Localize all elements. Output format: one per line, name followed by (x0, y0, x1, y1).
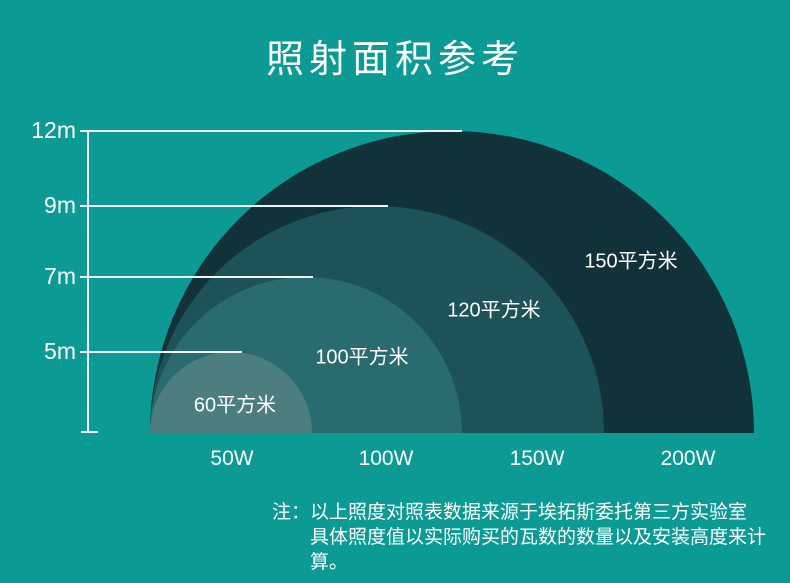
footnote-prefix: 注： (272, 502, 311, 523)
footnote-text1: 以上照度对照表数据来源于埃拓斯委托第三方实验室 (310, 502, 748, 523)
y-tick-9m: 9m (44, 192, 76, 218)
x-tick-150w: 150W (509, 447, 565, 470)
y-tick-7m: 7m (44, 263, 76, 289)
footnote-line2: 具体照度值以实际购买的瓦数的数量以及安装高度来计算。 (310, 527, 767, 573)
gridline-9m (80, 205, 388, 207)
gridline-12m (80, 130, 462, 132)
area-label-60sqm: 60平方米 (193, 394, 277, 417)
gridline-5m (80, 351, 242, 353)
area-label-100sqm: 100平方米 (315, 346, 409, 369)
chart-title: 照射面积参考 (265, 39, 524, 81)
area-label-120sqm: 120平方米 (447, 299, 541, 322)
y-axis-bottom-tick (81, 431, 98, 433)
y-tick-5m: 5m (44, 338, 76, 364)
area-label-150sqm: 150平方米 (584, 250, 678, 273)
footnote-line1: 注：以上照度对照表数据来源于埃拓斯委托第三方实验室 (272, 500, 790, 525)
x-tick-200w: 200W (660, 447, 716, 470)
footnote: 注：以上照度对照表数据来源于埃拓斯委托第三方实验室 具体照度值以实际购买的瓦数的… (272, 500, 790, 575)
y-tick-12m: 12m (31, 117, 76, 143)
x-tick-100w: 100W (358, 447, 414, 470)
y-axis-line (87, 130, 89, 433)
gridline-7m (80, 276, 313, 278)
x-tick-50w: 50W (210, 447, 254, 470)
